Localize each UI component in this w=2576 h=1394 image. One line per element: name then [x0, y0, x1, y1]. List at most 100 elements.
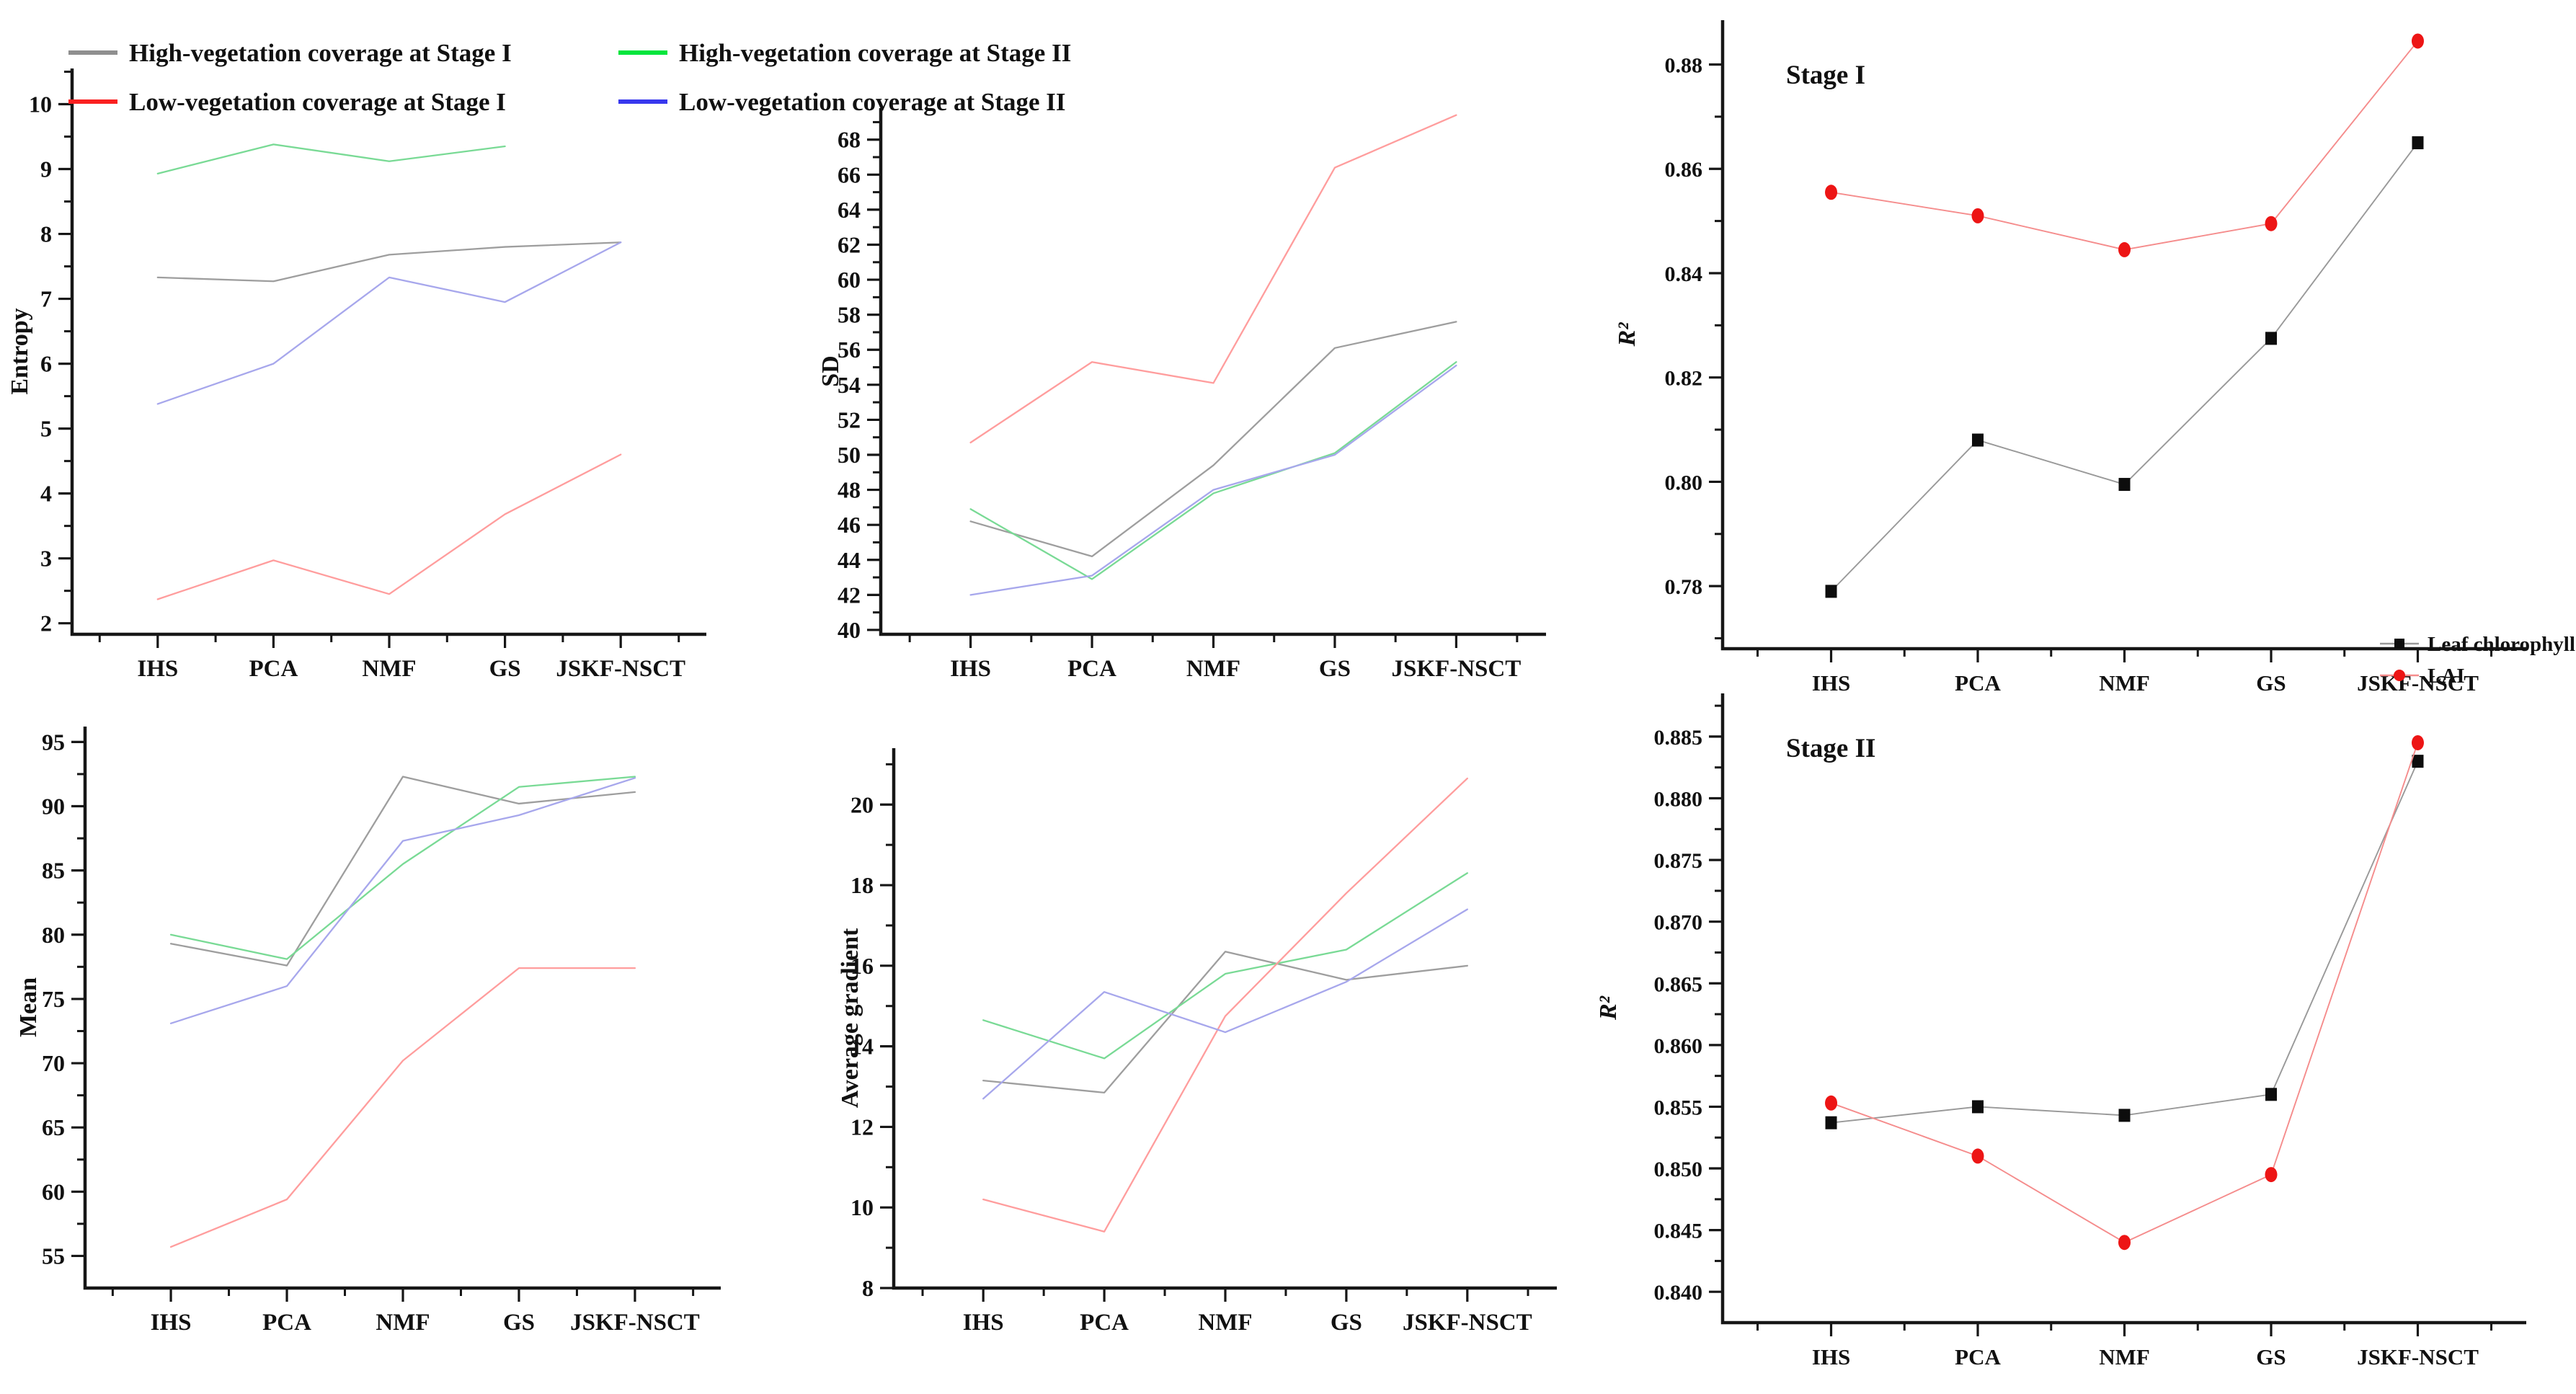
- y-tick-label: 52: [838, 407, 861, 432]
- circle-marker: [2118, 1235, 2131, 1251]
- series-line-leaf-chlorophyll: [1830, 142, 2419, 592]
- y-tick-label: 0.865: [1654, 972, 1703, 996]
- y-tick-label: 0.850: [1654, 1158, 1703, 1181]
- y-tick-label: 65: [42, 1114, 65, 1140]
- axis-lines: [892, 748, 1557, 1290]
- y-tick-label: 18: [850, 872, 874, 898]
- axis-lines: [1720, 20, 2526, 651]
- x-category-label-ihs: IHS: [963, 1310, 1004, 1336]
- x-category-label-ihs: IHS: [1812, 670, 1850, 696]
- y-tick-label: 42: [838, 582, 861, 608]
- x-category-label-nmf: NMF: [1186, 656, 1240, 682]
- series-line-low-vegetation-coverage-at-stage-ii: [156, 241, 622, 405]
- y-tick-label: 0.875: [1654, 849, 1703, 873]
- x-category-label-jskf-nsct: JSKF-NSCT: [1403, 1310, 1532, 1336]
- x-category-label-pca: PCA: [1955, 1344, 2001, 1369]
- y-tick-label: 0.86: [1665, 158, 1703, 182]
- circle-marker: [2411, 33, 2424, 49]
- y-tick-label: 95: [42, 729, 65, 755]
- y-tick-label: 0.78: [1665, 575, 1703, 599]
- y-tick-label: 0.855: [1654, 1096, 1703, 1119]
- x-category-label-pca: PCA: [262, 1310, 311, 1336]
- y-tick-label: 12: [850, 1114, 874, 1140]
- square-marker: [2412, 755, 2424, 768]
- square-marker: [2412, 136, 2424, 150]
- x-category-label-pca: PCA: [1080, 1310, 1129, 1336]
- x-category-label-ihs: IHS: [137, 656, 178, 682]
- y-tick-label: 0.885: [1654, 726, 1703, 750]
- x-category-label-gs: GS: [1319, 656, 1351, 682]
- y-tick-label: 90: [42, 794, 65, 820]
- x-category-label-ihs: IHS: [950, 656, 991, 682]
- circle-marker: [1825, 1095, 1838, 1111]
- sd-chart: 40 42 44 46 48 50 52 54 56 58 60 62 64 66 68 IHS PCA NMF G…: [817, 108, 1546, 682]
- circle-marker: [2394, 670, 2405, 681]
- x-category-label-ihs: IHS: [151, 1310, 192, 1336]
- y-tick-label: 0.80: [1665, 471, 1703, 494]
- y-tick-label: 20: [850, 791, 874, 817]
- y-tick-label: 60: [838, 267, 861, 293]
- legend-label-low-vegetation-coverage-at-stage-ii: Low-vegetation coverage at Stage II: [679, 88, 1066, 116]
- series-line-low-vegetation-coverage-at-stage-ii: [169, 777, 636, 1024]
- y-tick-label: 0.84: [1665, 262, 1703, 286]
- y-tick-label: 62: [838, 231, 861, 257]
- series-line-high-vegetation-coverage-at-stage-i: [982, 951, 1468, 1094]
- y-tick-label: 60: [42, 1178, 65, 1204]
- y-tick-label: 58: [838, 302, 861, 328]
- y-axis-label: R²: [1614, 322, 1640, 347]
- y-tick-label: 46: [838, 512, 861, 538]
- square-marker: [2394, 639, 2404, 649]
- y-tick-label: 80: [42, 922, 65, 948]
- circle-marker: [1825, 185, 1838, 200]
- y-tick-label: 85: [42, 858, 65, 884]
- x-category-label-gs: GS: [2256, 670, 2286, 696]
- x-category-label-gs: GS: [503, 1310, 535, 1336]
- legend-label-low-vegetation-coverage-at-stage-i: Low-vegetation coverage at Stage I: [129, 88, 506, 116]
- y-tick-label: 5: [40, 416, 52, 442]
- series-line-low-vegetation-coverage-at-stage-i: [969, 114, 1457, 444]
- y-tick-label: 6: [40, 351, 52, 377]
- series-line-high-vegetation-coverage-at-stage-ii: [969, 361, 1457, 580]
- y-tick-label: 0.82: [1665, 367, 1703, 391]
- y-tick-label: 10: [29, 92, 52, 117]
- y-tick-label: 75: [42, 986, 65, 1012]
- x-category-label-nmf: NMF: [376, 1310, 430, 1336]
- y-tick-label: 64: [838, 197, 861, 223]
- y-tick-label: 0.880: [1654, 788, 1703, 812]
- y-tick-label: 0.840: [1654, 1281, 1703, 1305]
- y-tick-label: 8: [862, 1275, 874, 1301]
- series-line-leaf-chlorophyll: [1830, 760, 2419, 1124]
- series-line-low-vegetation-coverage-at-stage-i: [156, 453, 622, 600]
- y-tick-label: 10: [850, 1194, 874, 1220]
- chart-title-stage-ii: Stage II: [1786, 734, 1875, 763]
- x-category-label-jskf-nsct: JSKF-NSCT: [556, 656, 685, 682]
- y-tick-label: 54: [838, 372, 861, 398]
- x-category-label-nmf: NMF: [2099, 1344, 2150, 1369]
- series-line-high-vegetation-coverage-at-stage-ii: [982, 872, 1468, 1060]
- x-category-label-nmf: NMF: [1198, 1310, 1252, 1336]
- chart-title-stage-i: Stage I: [1786, 61, 1865, 90]
- avg-gradient-chart: 8 10 12 14 16 18 20 IHS PCA NMF GS JSKF-NSCT Average…: [837, 748, 1557, 1336]
- stage-legend-label-lai: LAI: [2428, 665, 2465, 688]
- series-line-low-vegetation-coverage-at-stage-i: [982, 777, 1468, 1233]
- x-category-label-jskf-nsct: JSKF-NSCT: [2357, 1344, 2479, 1369]
- circle-marker: [2118, 241, 2131, 257]
- y-axis-label: Mean: [15, 977, 42, 1037]
- stage-legend-label-leaf-chlorophyll: Leaf chlorophyll: [2428, 633, 2575, 656]
- square-marker: [2118, 478, 2131, 492]
- x-category-label-gs: GS: [2256, 1344, 2286, 1369]
- x-category-label-jskf-nsct: JSKF-NSCT: [570, 1310, 700, 1336]
- mean-chart: 55 60 65 70 75 80 85 90 95 IHS PCA NMF GS JSKF-NSCT Me…: [15, 727, 721, 1336]
- y-tick-label: 3: [40, 546, 52, 572]
- x-category-label-pca: PCA: [1955, 670, 2001, 696]
- stage2-chart: 0.840 0.845 0.850 0.855 0.860 0.865 0.870 0.875…: [1595, 693, 2526, 1369]
- series-line-lai: [1830, 742, 2419, 1243]
- x-category-label-ihs: IHS: [1812, 1344, 1850, 1369]
- circle-marker: [2265, 216, 2278, 231]
- x-category-label-jskf-nsct: JSKF-NSCT: [1392, 656, 1522, 682]
- y-axis-label: SD: [817, 355, 844, 386]
- y-axis-label: Average gradient: [837, 928, 863, 1108]
- y-tick-label: 50: [838, 442, 861, 468]
- y-tick-label: 2: [40, 611, 52, 636]
